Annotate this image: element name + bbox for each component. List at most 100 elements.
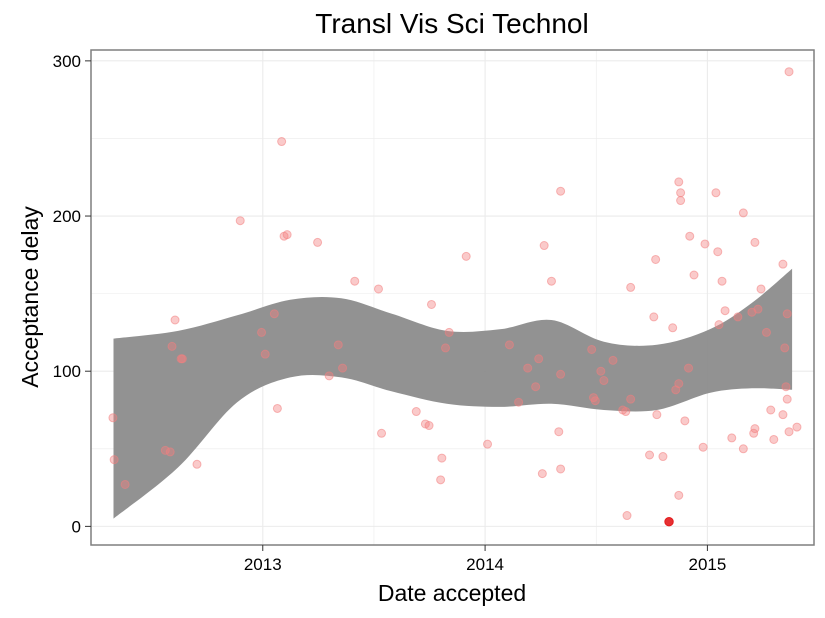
data-point — [109, 414, 117, 422]
data-point — [785, 428, 793, 436]
data-point — [600, 377, 608, 385]
data-point — [686, 232, 694, 240]
y-axis: 0 100 200 300 — [53, 52, 91, 537]
data-point — [757, 285, 765, 293]
data-point — [770, 435, 778, 443]
data-point — [540, 242, 548, 250]
data-point — [767, 406, 775, 414]
data-point — [438, 454, 446, 462]
data-point — [484, 440, 492, 448]
data-point — [591, 397, 599, 405]
y-tick-label: 200 — [53, 207, 81, 226]
data-point — [325, 372, 333, 380]
data-point — [681, 417, 689, 425]
data-point — [728, 434, 736, 442]
data-point — [427, 300, 435, 308]
data-point — [557, 187, 565, 195]
data-point — [677, 197, 685, 205]
data-point — [785, 68, 793, 76]
data-point — [627, 395, 635, 403]
data-point — [441, 344, 449, 352]
data-point — [445, 328, 453, 336]
data-point — [739, 445, 747, 453]
data-point — [734, 313, 742, 321]
data-point — [425, 422, 433, 430]
data-point — [555, 428, 563, 436]
y-tick-label: 300 — [53, 52, 81, 71]
data-point — [701, 240, 709, 248]
data-point — [779, 260, 787, 268]
data-point — [378, 429, 386, 437]
data-point — [652, 255, 660, 263]
data-point — [374, 285, 382, 293]
data-point — [751, 238, 759, 246]
data-point — [650, 313, 658, 321]
data-point — [557, 465, 565, 473]
highlighted-data-point — [665, 518, 673, 526]
data-point — [659, 453, 667, 461]
data-point — [121, 480, 129, 488]
x-axis: 2013 2014 2015 — [244, 545, 726, 574]
data-point — [258, 328, 266, 336]
data-point — [283, 231, 291, 239]
data-point — [718, 277, 726, 285]
data-point — [675, 491, 683, 499]
data-point — [236, 217, 244, 225]
data-point — [779, 411, 787, 419]
data-point — [690, 271, 698, 279]
x-axis-title: Date accepted — [378, 580, 526, 606]
data-point — [712, 189, 720, 197]
data-point — [535, 355, 543, 363]
data-point — [675, 178, 683, 186]
chart-title: Transl Vis Sci Technol — [315, 8, 588, 39]
data-point — [623, 512, 631, 520]
data-point — [646, 451, 654, 459]
data-point — [166, 448, 174, 456]
data-point — [721, 307, 729, 315]
x-tick-label: 2013 — [244, 555, 282, 574]
data-point — [171, 316, 179, 324]
data-point — [714, 248, 722, 256]
data-point — [627, 283, 635, 291]
y-tick-label: 0 — [72, 517, 81, 536]
data-point — [685, 364, 693, 372]
x-tick-label: 2014 — [466, 555, 504, 574]
data-point — [677, 189, 685, 197]
data-point — [675, 380, 683, 388]
data-point — [793, 423, 801, 431]
data-point — [515, 398, 523, 406]
data-point — [193, 460, 201, 468]
data-point — [783, 310, 791, 318]
data-point — [505, 341, 513, 349]
data-point — [699, 443, 707, 451]
data-point — [783, 395, 791, 403]
data-point — [547, 277, 555, 285]
data-point — [669, 324, 677, 332]
data-point — [622, 408, 630, 416]
plot-background — [91, 50, 814, 545]
data-point — [437, 476, 445, 484]
y-tick-label: 100 — [53, 362, 81, 381]
data-point — [557, 370, 565, 378]
data-point — [609, 356, 617, 364]
data-point — [739, 209, 747, 217]
data-point — [168, 342, 176, 350]
data-point — [715, 321, 723, 329]
data-point — [314, 238, 322, 246]
data-point — [462, 252, 470, 260]
data-point — [351, 277, 359, 285]
data-point — [110, 456, 118, 464]
data-point — [532, 383, 540, 391]
data-point — [588, 345, 596, 353]
data-point — [278, 138, 286, 146]
data-point — [762, 328, 770, 336]
data-point — [270, 310, 278, 318]
data-point — [261, 350, 269, 358]
data-point — [751, 425, 759, 433]
data-point — [538, 470, 546, 478]
plot-area — [91, 50, 814, 545]
y-axis-title: Acceptance delay — [17, 206, 43, 388]
x-tick-label: 2015 — [688, 555, 726, 574]
data-point — [781, 344, 789, 352]
